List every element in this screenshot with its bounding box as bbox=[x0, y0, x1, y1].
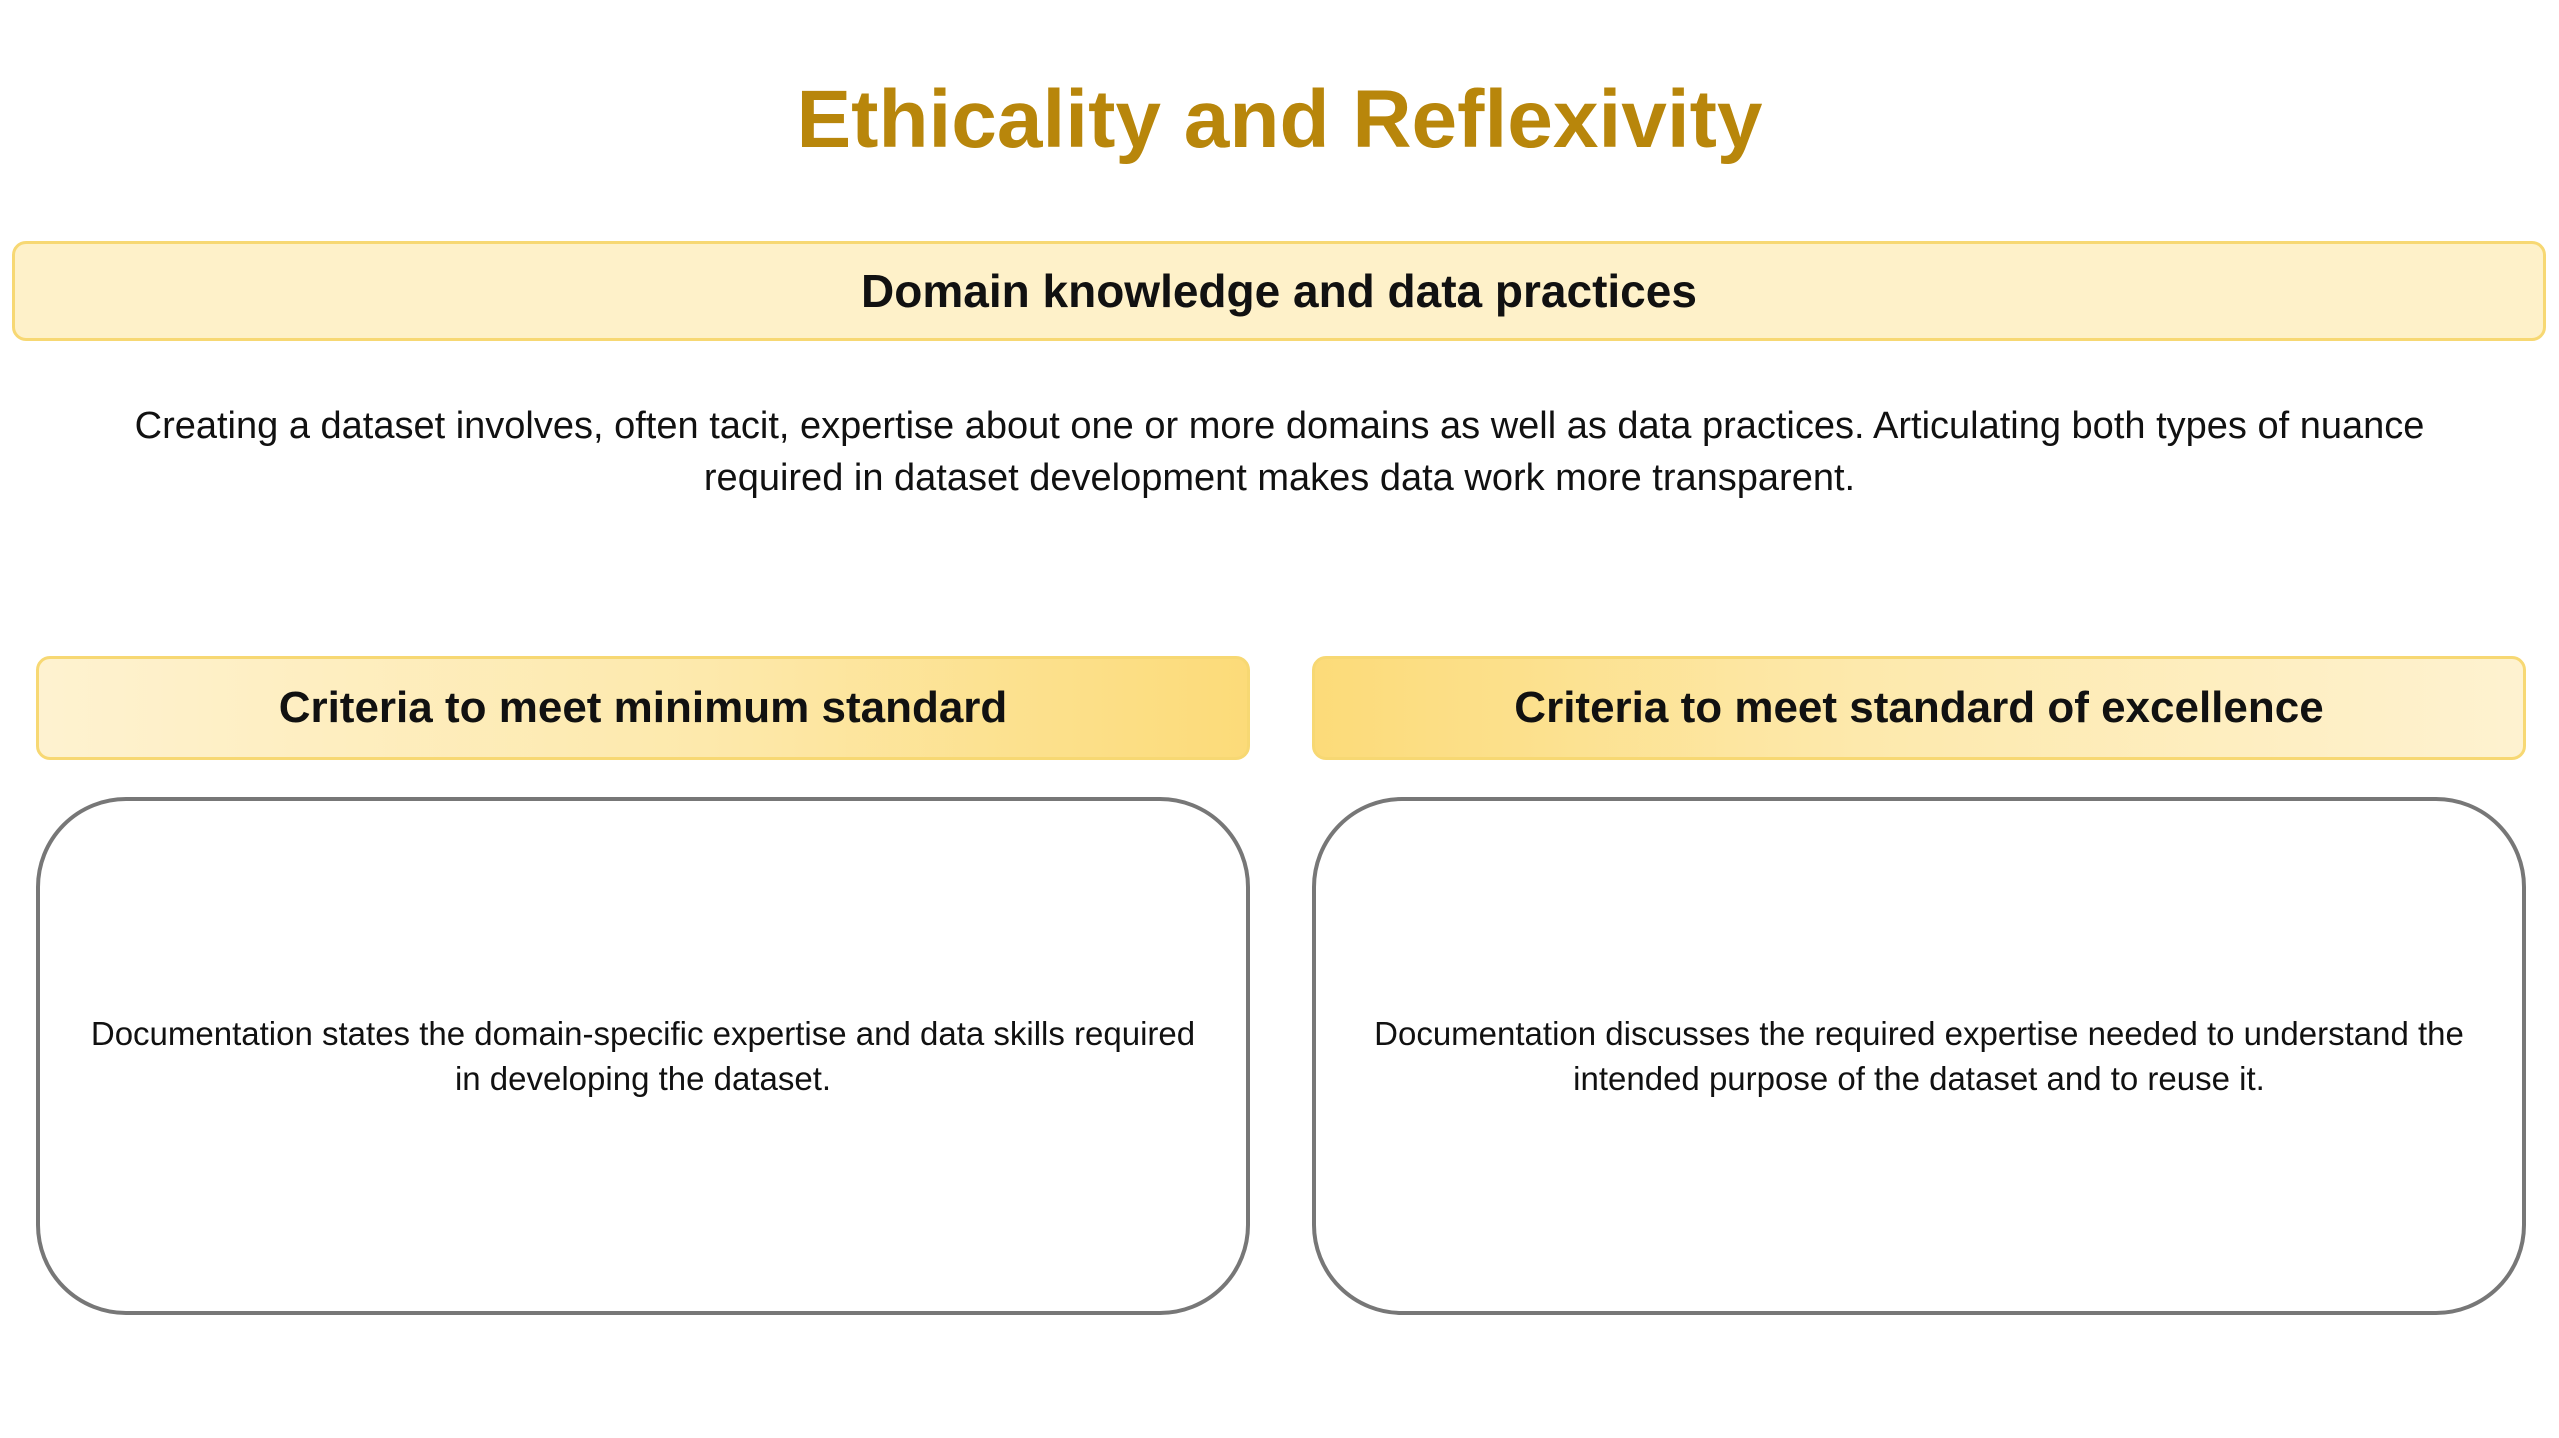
section-description: Creating a dataset involves, often tacit… bbox=[134, 405, 2425, 499]
minimum-standard-header: Criteria to meet minimum standard bbox=[36, 656, 1250, 760]
excellence-standard-header: Criteria to meet standard of excellence bbox=[1312, 656, 2526, 760]
minimum-standard-text: Documentation states the domain-specific… bbox=[90, 1015, 1196, 1097]
page-title: Ethicality and Reflexivity bbox=[796, 74, 1763, 165]
minimum-standard-heading: Criteria to meet minimum standard bbox=[278, 683, 1008, 732]
excellence-standard-card: Documentation discusses the required exp… bbox=[1312, 797, 2526, 1315]
excellence-standard-heading: Criteria to meet standard of excellence bbox=[1514, 683, 2324, 732]
minimum-standard-card: Documentation states the domain-specific… bbox=[36, 797, 1250, 1315]
section-heading-banner: Domain knowledge and data practices bbox=[12, 241, 2546, 341]
section-heading: Domain knowledge and data practices bbox=[861, 265, 1697, 317]
excellence-standard-text: Documentation discusses the required exp… bbox=[1374, 1015, 2464, 1097]
